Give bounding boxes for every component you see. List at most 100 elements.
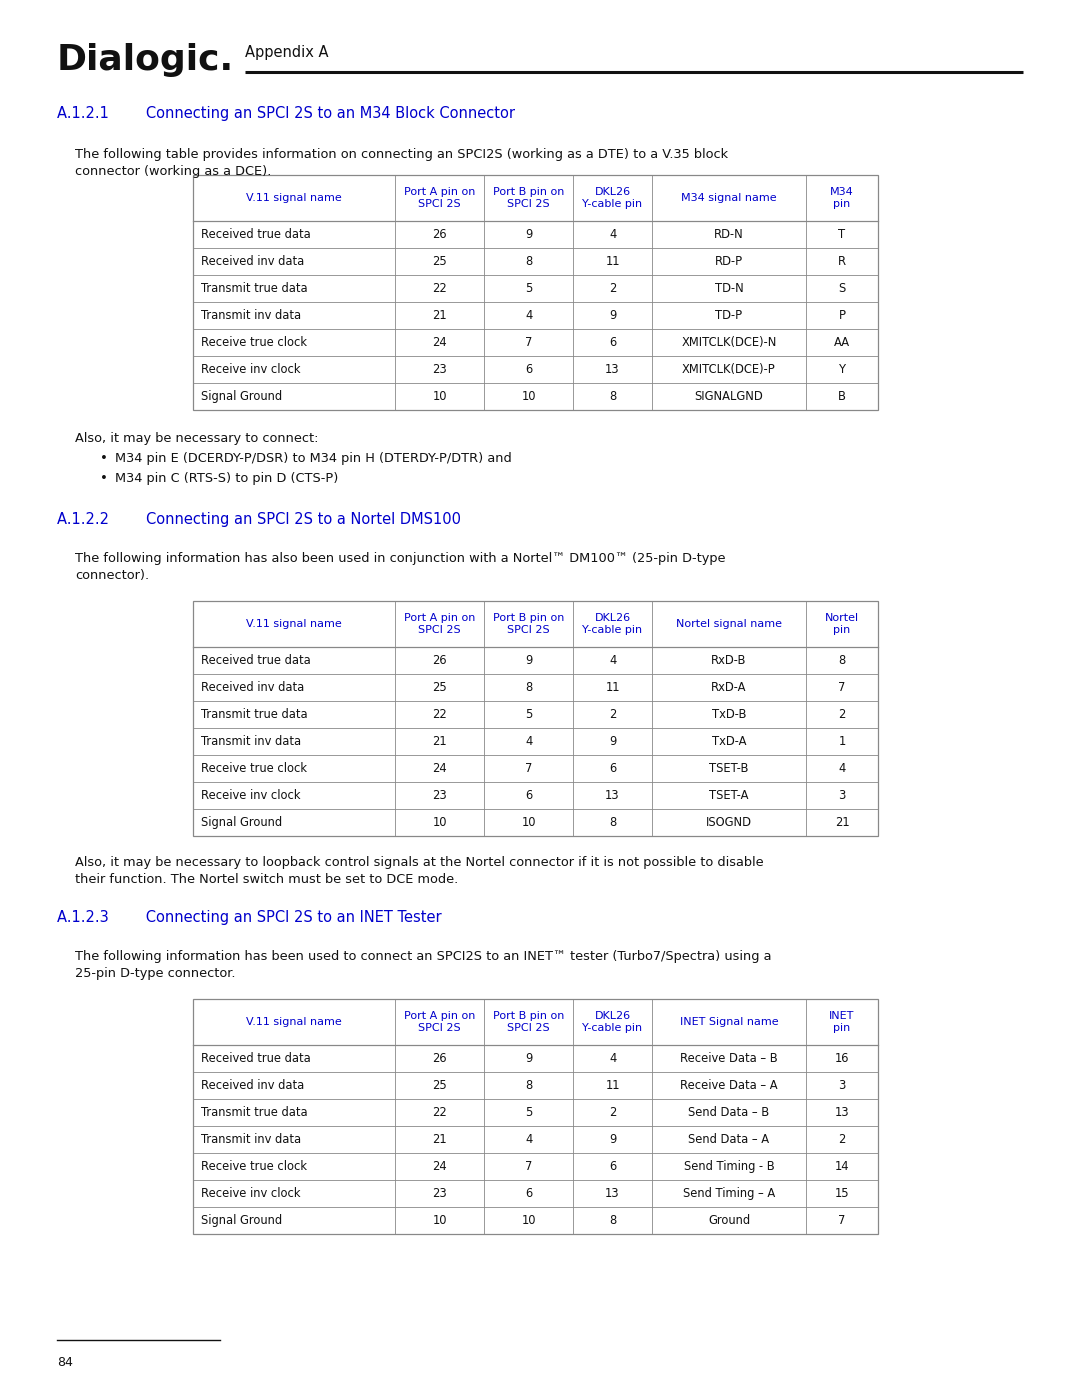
- Text: 10: 10: [432, 390, 447, 402]
- Text: Transmit inv data: Transmit inv data: [201, 1133, 301, 1146]
- Text: 7: 7: [525, 1160, 532, 1173]
- Text: R: R: [838, 256, 846, 268]
- Text: Transmit true data: Transmit true data: [201, 708, 308, 721]
- Text: connector (working as a DCE).: connector (working as a DCE).: [75, 165, 271, 177]
- Text: TSET-B: TSET-B: [710, 761, 748, 775]
- Text: 24: 24: [432, 337, 447, 349]
- Text: 26: 26: [432, 228, 447, 242]
- Text: TxD-A: TxD-A: [712, 735, 746, 747]
- Text: Receive inv clock: Receive inv clock: [201, 1187, 300, 1200]
- Text: •: •: [100, 453, 108, 465]
- Text: TD-P: TD-P: [715, 309, 743, 321]
- Text: Appendix A: Appendix A: [245, 45, 328, 60]
- Text: 22: 22: [432, 282, 447, 295]
- Text: 84: 84: [57, 1356, 72, 1369]
- Text: ISOGND: ISOGND: [706, 816, 752, 828]
- Text: M34 pin E (DCERDY-P/DSR) to M34 pin H (DTERDY-P/DTR) and: M34 pin E (DCERDY-P/DSR) to M34 pin H (D…: [114, 453, 512, 465]
- Text: 10: 10: [522, 390, 536, 402]
- Text: 9: 9: [609, 735, 617, 747]
- Text: Received true data: Received true data: [201, 1052, 311, 1065]
- Text: 4: 4: [609, 228, 617, 242]
- Text: M34 signal name: M34 signal name: [681, 193, 777, 203]
- Text: 8: 8: [525, 256, 532, 268]
- Text: The following information has also been used in conjunction with a Nortel™ DM100: The following information has also been …: [75, 552, 726, 564]
- Text: Nortel signal name: Nortel signal name: [676, 619, 782, 629]
- Text: 10: 10: [432, 1214, 447, 1227]
- Text: 6: 6: [609, 337, 617, 349]
- Text: The following table provides information on connecting an SPCI2S (working as a D: The following table provides information…: [75, 148, 728, 161]
- Text: 13: 13: [605, 1187, 620, 1200]
- Text: 21: 21: [432, 735, 447, 747]
- Text: RD-P: RD-P: [715, 256, 743, 268]
- Text: Send Timing – A: Send Timing – A: [683, 1187, 775, 1200]
- Text: Port A pin on
SPCI 2S: Port A pin on SPCI 2S: [404, 613, 475, 636]
- Text: V.11 signal name: V.11 signal name: [246, 1017, 342, 1027]
- Text: Receive inv clock: Receive inv clock: [201, 789, 300, 802]
- Text: Receive Data – A: Receive Data – A: [680, 1078, 778, 1092]
- Text: 25-pin D-type connector.: 25-pin D-type connector.: [75, 967, 235, 981]
- Text: TxD-B: TxD-B: [712, 708, 746, 721]
- Text: 16: 16: [835, 1052, 849, 1065]
- Text: Transmit inv data: Transmit inv data: [201, 309, 301, 321]
- Text: 23: 23: [432, 363, 447, 376]
- Text: 2: 2: [609, 1106, 617, 1119]
- Text: 13: 13: [835, 1106, 849, 1119]
- Text: 4: 4: [525, 309, 532, 321]
- Text: 11: 11: [605, 680, 620, 694]
- Text: 24: 24: [432, 1160, 447, 1173]
- Text: 23: 23: [432, 1187, 447, 1200]
- Text: 23: 23: [432, 789, 447, 802]
- Text: 8: 8: [525, 680, 532, 694]
- Text: 7: 7: [525, 761, 532, 775]
- Text: INET
pin: INET pin: [829, 1011, 854, 1034]
- Text: The following information has been used to connect an SPCI2S to an INET™ tester : The following information has been used …: [75, 950, 771, 963]
- Text: Port A pin on
SPCI 2S: Port A pin on SPCI 2S: [404, 1011, 475, 1034]
- Text: 10: 10: [522, 1214, 536, 1227]
- Text: 4: 4: [838, 761, 846, 775]
- Text: 8: 8: [609, 390, 617, 402]
- Text: 26: 26: [432, 1052, 447, 1065]
- Text: M34 pin C (RTS-S) to pin D (CTS-P): M34 pin C (RTS-S) to pin D (CTS-P): [114, 472, 338, 485]
- Text: 25: 25: [432, 680, 447, 694]
- Text: Received true data: Received true data: [201, 654, 311, 666]
- Bar: [193, 999, 878, 1234]
- Text: 8: 8: [838, 654, 846, 666]
- Text: 21: 21: [432, 1133, 447, 1146]
- Text: 11: 11: [605, 1078, 620, 1092]
- Text: •: •: [100, 472, 108, 485]
- Text: Signal Ground: Signal Ground: [201, 390, 282, 402]
- Text: Also, it may be necessary to connect:: Also, it may be necessary to connect:: [75, 432, 319, 446]
- Text: 2: 2: [838, 1133, 846, 1146]
- Text: 14: 14: [835, 1160, 849, 1173]
- Text: P: P: [838, 309, 846, 321]
- Text: 7: 7: [838, 680, 846, 694]
- Text: 22: 22: [432, 708, 447, 721]
- Text: Send Data – B: Send Data – B: [688, 1106, 770, 1119]
- Text: Port B pin on
SPCI 2S: Port B pin on SPCI 2S: [492, 187, 565, 210]
- Text: RxD-B: RxD-B: [712, 654, 746, 666]
- Text: 1: 1: [838, 735, 846, 747]
- Text: 8: 8: [525, 1078, 532, 1092]
- Text: A.1.2.1        Connecting an SPCI 2S to an M34 Block Connector: A.1.2.1 Connecting an SPCI 2S to an M34 …: [57, 106, 515, 122]
- Text: Transmit true data: Transmit true data: [201, 1106, 308, 1119]
- Text: 9: 9: [525, 654, 532, 666]
- Text: S: S: [838, 282, 846, 295]
- Text: 9: 9: [609, 309, 617, 321]
- Text: 2: 2: [609, 282, 617, 295]
- Text: A.1.2.3        Connecting an SPCI 2S to an INET Tester: A.1.2.3 Connecting an SPCI 2S to an INET…: [57, 909, 442, 925]
- Text: 26: 26: [432, 654, 447, 666]
- Text: 13: 13: [605, 363, 620, 376]
- Text: B: B: [838, 390, 846, 402]
- Text: Port A pin on
SPCI 2S: Port A pin on SPCI 2S: [404, 187, 475, 210]
- Text: DKL26
Y-cable pin: DKL26 Y-cable pin: [582, 187, 643, 210]
- Text: 6: 6: [525, 363, 532, 376]
- Text: 7: 7: [525, 337, 532, 349]
- Text: Receive true clock: Receive true clock: [201, 761, 307, 775]
- Text: 3: 3: [838, 1078, 846, 1092]
- Text: TSET-A: TSET-A: [710, 789, 748, 802]
- Text: M34
pin: M34 pin: [831, 187, 854, 210]
- Text: Dialogic.: Dialogic.: [57, 43, 234, 77]
- Text: 15: 15: [835, 1187, 849, 1200]
- Text: 7: 7: [838, 1214, 846, 1227]
- Text: 9: 9: [609, 1133, 617, 1146]
